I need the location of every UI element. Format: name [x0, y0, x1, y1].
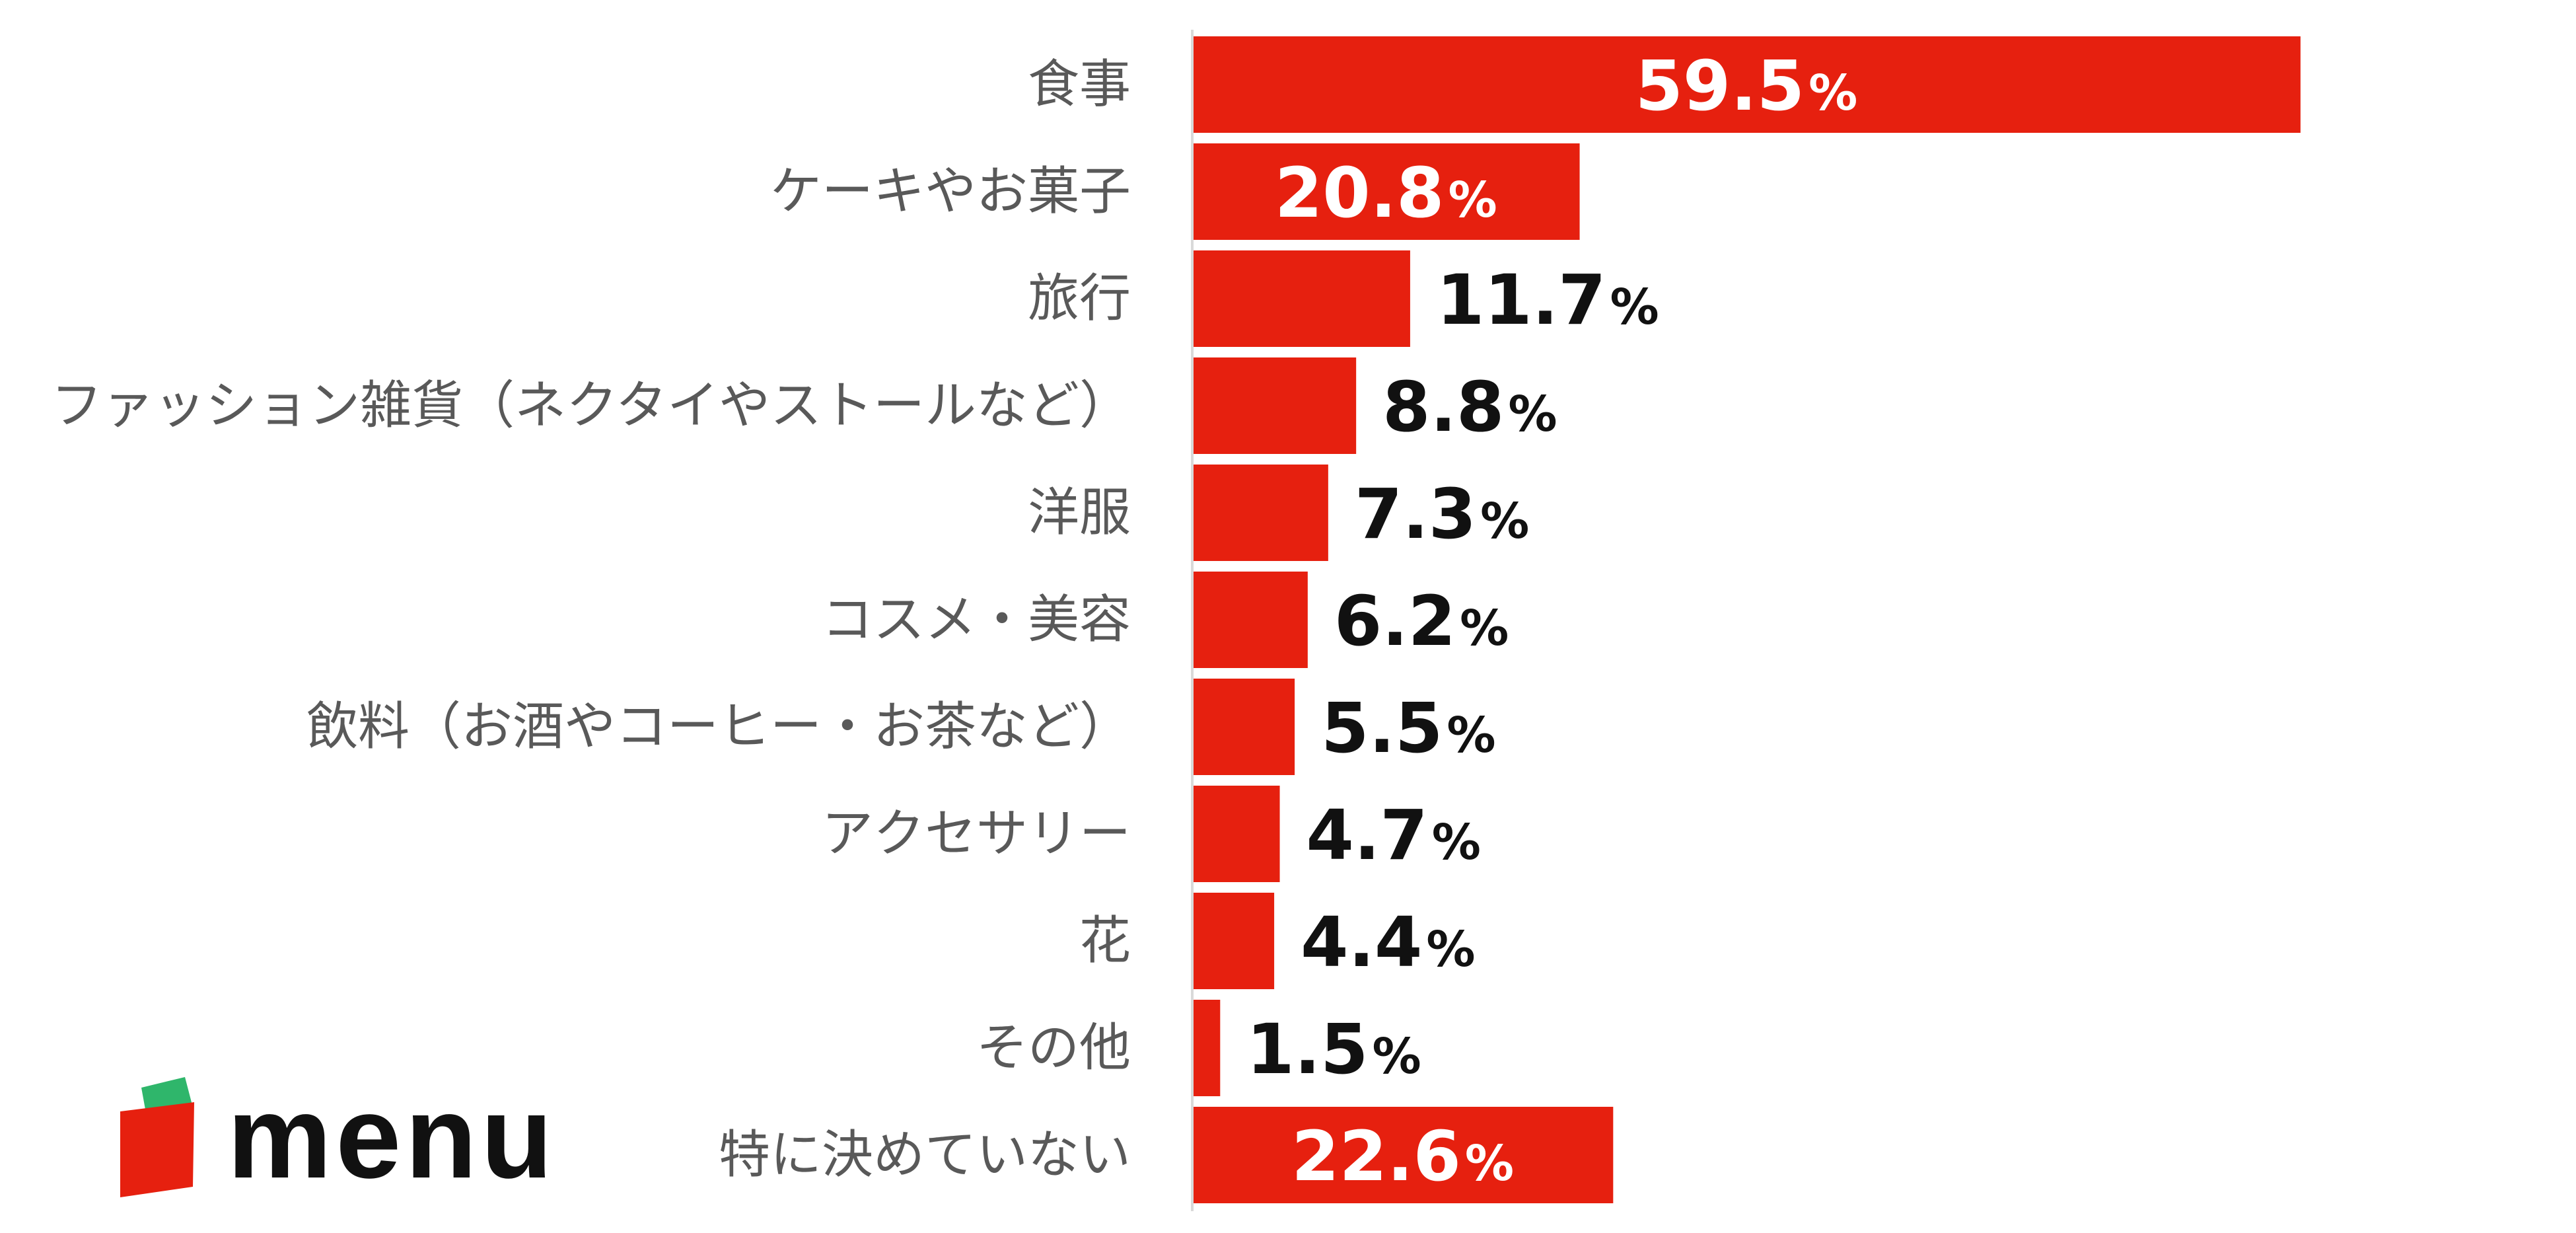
value-labels-layer: 59.5% 20.8% 11.7% 8.8% 7.3% 6.2% 5.5% 4.7% 4.4% 1… — [1246, 46, 1857, 1197]
bar — [1192, 572, 1308, 668]
category-label: その他 — [976, 1018, 1131, 1078]
data-label: 59.5% — [1635, 46, 1858, 126]
category-label: ファッション雑貨（ネクタイやストールなど） — [51, 376, 1131, 435]
bars-layer — [1192, 36, 2301, 1203]
bar — [1192, 1000, 1221, 1096]
category-label: ケーキやお菓子 — [770, 162, 1131, 221]
data-label: 7.3% — [1355, 474, 1529, 554]
logo-text: menu — [227, 1077, 557, 1203]
bar — [1192, 36, 2301, 133]
data-label: 22.6% — [1291, 1116, 1514, 1197]
data-label: 8.8% — [1382, 367, 1557, 447]
category-label: 洋服 — [1028, 483, 1131, 542]
category-label: 飲料（お酒やコーヒー・お茶など） — [306, 697, 1131, 757]
bar — [1192, 786, 1280, 882]
data-label: 5.5% — [1321, 688, 1495, 768]
category-label: 旅行 — [1028, 269, 1131, 328]
data-label: 6.2% — [1334, 581, 1509, 661]
bar — [1192, 143, 1580, 240]
category-label: 特に決めていない — [719, 1125, 1131, 1185]
bar — [1192, 1107, 1614, 1203]
data-label: 1.5% — [1246, 1009, 1421, 1090]
category-label: コスメ・美容 — [822, 590, 1131, 650]
bar — [1192, 893, 1275, 989]
bar — [1192, 465, 1328, 561]
data-label: 11.7% — [1437, 260, 1659, 340]
bar — [1192, 250, 1410, 347]
menu-logo: menu — [120, 1077, 557, 1203]
category-label: 花 — [1079, 911, 1131, 971]
bar — [1192, 679, 1295, 775]
data-label: 20.8% — [1275, 153, 1497, 233]
category-label: アクセサリー — [822, 804, 1131, 864]
data-label: 4.4% — [1301, 902, 1475, 983]
data-label: 4.7% — [1306, 795, 1481, 876]
category-label: 食事 — [1028, 55, 1131, 114]
bar — [1192, 357, 1357, 454]
menu-box-logo-icon — [120, 1077, 194, 1197]
